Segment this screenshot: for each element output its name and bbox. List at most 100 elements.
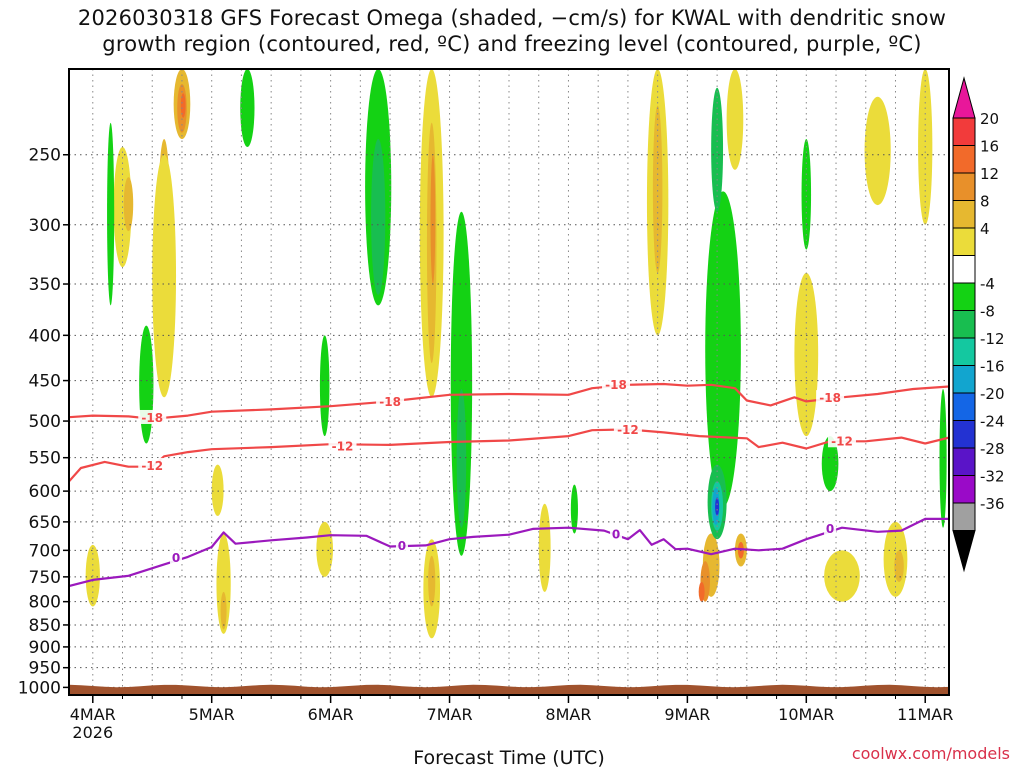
x-tick-label: 5MAR bbox=[189, 705, 235, 724]
y-tick-label: 350 bbox=[29, 275, 61, 295]
contour-label-bg bbox=[610, 526, 623, 541]
y-tick-label: 900 bbox=[29, 638, 61, 658]
omega-cell bbox=[152, 154, 177, 398]
colorbar-segment bbox=[952, 227, 976, 256]
x-tick-year: 2026 bbox=[72, 723, 113, 742]
omega-cell bbox=[316, 521, 334, 577]
colorbar-segment bbox=[952, 337, 976, 366]
omega-cell bbox=[821, 436, 839, 492]
omega-cell bbox=[450, 211, 473, 556]
omega-cell bbox=[698, 581, 705, 602]
x-axis-label: Forecast Time (UTC) bbox=[413, 747, 604, 768]
omega-cell bbox=[430, 154, 436, 285]
contour-label-bg bbox=[376, 394, 405, 409]
omega-cell bbox=[456, 389, 467, 528]
contour-label: -12 bbox=[332, 439, 354, 453]
chart-title-line2: growth region (contoured, red, ºC) and f… bbox=[102, 32, 922, 56]
y-tick-label: 250 bbox=[29, 146, 61, 166]
colorbar-segment bbox=[952, 475, 976, 504]
contour-label-bg bbox=[395, 537, 408, 552]
omega-cell bbox=[107, 122, 115, 306]
omega-cell bbox=[652, 105, 663, 273]
ground bbox=[69, 684, 949, 695]
omega-cell bbox=[139, 325, 154, 444]
omega-cell bbox=[570, 484, 578, 534]
y-tick-label: 300 bbox=[29, 216, 61, 236]
colorbar-label: -8 bbox=[980, 303, 995, 321]
contour-label: 0 bbox=[398, 539, 406, 553]
y-tick-label: 600 bbox=[29, 482, 61, 502]
colorbar-label: -24 bbox=[980, 413, 1005, 431]
colorbar-label: -12 bbox=[980, 330, 1005, 348]
omega-cell bbox=[705, 191, 741, 507]
contour-lines: -18 -18 -18 -18 -12 -12 -12 -12 0 0 0 0 bbox=[69, 376, 949, 588]
contour-line bbox=[69, 517, 949, 588]
omega-cell bbox=[711, 87, 724, 212]
chart-title-line1: 2026030318 GFS Forecast Omega (shaded, −… bbox=[77, 6, 947, 30]
x-tick-label: 8MAR bbox=[545, 705, 591, 724]
colorbar-segment bbox=[952, 310, 976, 339]
y-tick-label: 450 bbox=[29, 372, 61, 392]
omega-cell bbox=[428, 555, 436, 607]
colorbar-segment bbox=[952, 145, 976, 174]
colorbar-label: -32 bbox=[980, 468, 1005, 486]
colorbar-label: -28 bbox=[980, 440, 1005, 458]
colorbar-segment bbox=[952, 255, 976, 284]
colorbar-segment bbox=[952, 282, 976, 311]
contour-label: -18 bbox=[141, 411, 163, 425]
y-tick-label: 550 bbox=[29, 449, 61, 469]
contour-label-bg bbox=[328, 438, 357, 453]
omega-cell bbox=[240, 69, 255, 147]
omega-cell bbox=[726, 69, 744, 170]
omega-cell bbox=[939, 389, 947, 528]
colorbar-label: 12 bbox=[980, 165, 999, 183]
y-tick-label: 1000 bbox=[18, 678, 61, 698]
contour-label-bg bbox=[138, 457, 167, 472]
credit-text: coolwx.com/models bbox=[851, 744, 1010, 763]
colorbar-label: -20 bbox=[980, 385, 1005, 403]
contour-label: -12 bbox=[831, 434, 853, 448]
contour-label-bg bbox=[613, 422, 642, 437]
contour-label: 0 bbox=[826, 522, 834, 536]
contour-label-bg bbox=[816, 390, 845, 405]
omega-cell bbox=[538, 503, 551, 592]
contour-label: -12 bbox=[617, 423, 639, 437]
ground-strip bbox=[69, 684, 949, 695]
colorbar-label: 8 bbox=[980, 193, 990, 211]
omega-cell bbox=[864, 96, 891, 206]
contour-label: 0 bbox=[612, 528, 620, 542]
contour-label-bg bbox=[602, 376, 631, 391]
colorbar-top-arrow bbox=[952, 76, 976, 119]
omega-cell bbox=[216, 533, 231, 634]
contour-label: -18 bbox=[379, 395, 401, 409]
x-tick-label: 7MAR bbox=[427, 705, 473, 724]
colorbar-segment bbox=[952, 172, 976, 201]
omega-cell bbox=[824, 550, 860, 602]
contour-label: 0 bbox=[172, 551, 180, 565]
omega-cell bbox=[794, 272, 819, 437]
omega-cell bbox=[220, 591, 227, 630]
colorbar-label: -16 bbox=[980, 358, 1005, 376]
contour-label-bg bbox=[138, 409, 167, 424]
y-tick-label: 850 bbox=[29, 616, 61, 636]
x-tick-label: 4MAR bbox=[70, 705, 116, 724]
colorbar-segment bbox=[952, 420, 976, 449]
contour-label-bg bbox=[827, 433, 856, 448]
omega-cell bbox=[801, 139, 812, 250]
y-tick-label: 400 bbox=[29, 326, 61, 346]
y-tick-label: 650 bbox=[29, 513, 61, 533]
y-tick-label: 750 bbox=[29, 568, 61, 588]
omega-cell bbox=[715, 497, 720, 516]
y-tick-label: 800 bbox=[29, 593, 61, 613]
y-axis: 2503003504004505005506006507007508008509… bbox=[18, 146, 69, 698]
contour-label: -12 bbox=[141, 459, 163, 473]
contour-label: -18 bbox=[605, 378, 627, 392]
contour-label: -18 bbox=[819, 391, 841, 405]
y-tick-label: 500 bbox=[29, 412, 61, 432]
x-tick-label: 10MAR bbox=[778, 705, 834, 724]
x-tick-label: 11MAR bbox=[897, 705, 953, 724]
colorbar-segment bbox=[952, 117, 976, 146]
colorbar-label: 20 bbox=[980, 110, 999, 128]
x-axis: 4MAR 5MAR 6MAR 7MAR 8MAR 9MAR 10MAR 11MAR 2026 bbox=[70, 695, 953, 742]
